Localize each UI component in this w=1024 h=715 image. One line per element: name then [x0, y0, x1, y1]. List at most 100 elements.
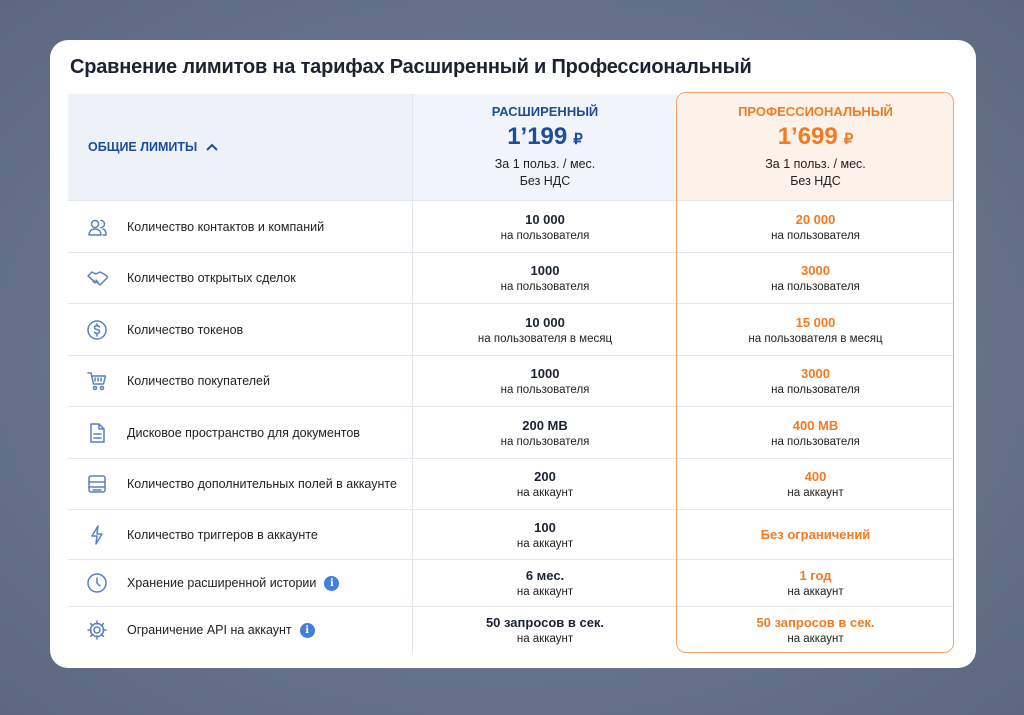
- row-label: Хранение расширенной истории: [127, 576, 317, 590]
- plan-note: Без НДС: [790, 174, 841, 188]
- value-cell: 50 запросов в сек. на аккаунт: [412, 607, 677, 653]
- table-row: Количество триггеров в аккаунте 100 на акк…: [68, 509, 954, 559]
- value-main: 100: [534, 519, 556, 535]
- value-cell: 1000 на пользователя: [412, 253, 677, 303]
- value-sub: на пользователя: [771, 281, 860, 293]
- title: Сравнение лимитов на тарифах Расширенный…: [70, 56, 752, 78]
- value-sub: на пользователя: [500, 435, 590, 448]
- chevron: [206, 143, 218, 151]
- row-label: Количество контактов и компаний: [127, 219, 325, 234]
- value-sub: на аккаунт: [787, 487, 844, 499]
- row-label-cell: Количество дополнительных полей в аккаун…: [68, 459, 412, 509]
- row-icon: [87, 372, 107, 391]
- plan-note: Без НДС: [519, 174, 571, 188]
- plan-price: 1’199 ₽: [507, 123, 583, 151]
- row-label: Количество токенов: [127, 322, 244, 337]
- value-sub: на пользователя: [500, 229, 590, 242]
- value-main: 6 мес.: [525, 568, 565, 583]
- row-label-cell: Дисковое пространство для документов: [68, 407, 412, 458]
- table-row: Ограничение API на аккаунт i 50 запросов в…: [68, 606, 954, 653]
- value-cell: 1 год на аккаунт: [677, 560, 954, 606]
- row-icon: [87, 271, 108, 286]
- table-row: Хранение расширенной истории i 6 мес. на ак…: [68, 559, 954, 606]
- value-main: Без ограничений: [760, 527, 871, 542]
- value-main: 200 MB: [522, 417, 568, 433]
- row-label: Количество открытых сделок: [127, 271, 296, 285]
- value-main: 3000: [801, 263, 830, 278]
- row-icon: [88, 475, 106, 493]
- value-cell: 15 000 на пользователя в месяц: [677, 304, 954, 355]
- value-sub: на аккаунт: [787, 633, 844, 645]
- plan-price: 1’699 ₽: [778, 123, 854, 151]
- value-main: 1000: [530, 366, 560, 381]
- row-icon: [90, 422, 105, 443]
- table: ОБЩИЕ ЛИМИТЫ РАСШИРЕННЫЙ 1’199 ₽ За 1 пол…: [68, 94, 954, 653]
- price: 1’199: [507, 123, 568, 150]
- row-label-cell: Количество токенов: [68, 304, 412, 355]
- value-main: 200: [534, 469, 556, 484]
- value-sub: на аккаунт: [516, 633, 574, 645]
- row-label-cell: Ограничение API на аккаунт i: [68, 607, 412, 653]
- value-sub: на пользователя в месяц: [477, 332, 613, 345]
- currency: ₽: [843, 131, 854, 148]
- row-icon: [87, 573, 107, 593]
- table-row: Количество контактов и компаний 10 000 на …: [68, 200, 954, 252]
- section-title: ОБЩИЕ ЛИМИТЫ: [88, 140, 198, 154]
- value-main: 50 запросов в сек.: [485, 615, 605, 630]
- row-label: Количество дополнительных полей в аккаун…: [127, 477, 397, 491]
- value-cell: 3000 на пользователя: [677, 356, 954, 406]
- plan-note: За 1 польз. / мес.: [765, 157, 866, 171]
- header-row: ОБЩИЕ ЛИМИТЫ РАСШИРЕННЫЙ 1’199 ₽ За 1 пол…: [68, 94, 954, 200]
- value-sub: на аккаунт: [787, 586, 844, 598]
- value-main: 400 MB: [792, 417, 839, 433]
- row-label: Ограничение API на аккаунт: [127, 623, 292, 637]
- row-icon: [88, 219, 107, 236]
- value-sub: на пользователя в месяц: [748, 332, 883, 345]
- row-label: Количество покупателей: [127, 374, 270, 388]
- row-label-cell: Хранение расширенной истории i: [68, 560, 412, 606]
- value-cell: 200 на аккаунт: [412, 459, 677, 509]
- row-label-cell: Количество покупателей: [68, 356, 412, 406]
- value-main: 10 000: [525, 314, 565, 330]
- table-row: Количество токенов 10 000 на пользователя …: [68, 303, 954, 355]
- value-cell: 50 запросов в сек. на аккаунт: [677, 607, 954, 653]
- value-main: 50 запросов в сек.: [756, 615, 875, 630]
- plan-header: ПРОФЕССИОНАЛЬНЫЙ 1’699 ₽ За 1 польз. / ме…: [677, 94, 954, 200]
- value-sub: на пользователя: [771, 435, 860, 448]
- value-sub: на пользователя: [500, 384, 590, 396]
- table-row: Количество открытых сделок 1000 на пользов…: [68, 252, 954, 303]
- info-icon[interactable]: i: [324, 575, 340, 591]
- price: 1’699: [777, 123, 838, 150]
- section-toggle[interactable]: ОБЩИЕ ЛИМИТЫ: [68, 94, 412, 200]
- value-main: 20 000: [795, 211, 836, 227]
- value-sub: на пользователя: [771, 384, 860, 396]
- plan-name: ПРОФЕССИОНАЛЬНЫЙ: [738, 104, 893, 119]
- currency: ₽: [573, 131, 583, 148]
- value-cell: 400 на аккаунт: [677, 459, 954, 509]
- value-main: 3000: [801, 366, 830, 381]
- value-cell: 10 000 на пользователя: [412, 201, 677, 252]
- value-sub: на аккаунт: [516, 537, 574, 550]
- value-sub: на пользователя: [500, 281, 590, 293]
- value-cell: 3000 на пользователя: [677, 253, 954, 303]
- plan-header: РАСШИРЕННЫЙ 1’199 ₽ За 1 польз. / мес. Бе…: [412, 94, 677, 200]
- value-main: 15 000: [795, 314, 836, 330]
- value-cell: 400 MB на пользователя: [677, 407, 954, 458]
- value-sub: на аккаунт: [516, 586, 574, 598]
- plan-note: За 1 польз. / мес.: [494, 157, 596, 171]
- value-main: 1000: [530, 263, 560, 278]
- row-label-cell: Количество триггеров в аккаунте: [68, 510, 412, 559]
- value-sub: на пользователя: [771, 229, 860, 242]
- value-cell: 100 на аккаунт: [412, 510, 677, 559]
- row-label: Количество триггеров в аккаунте: [127, 527, 318, 542]
- info-icon[interactable]: i: [299, 622, 315, 638]
- row-label-cell: Количество контактов и компаний: [68, 201, 412, 252]
- plan-name: РАСШИРЕННЫЙ: [491, 104, 599, 119]
- row-icon: [87, 620, 107, 640]
- value-cell: 20 000 на пользователя: [677, 201, 954, 252]
- value-cell: Без ограничений: [677, 510, 954, 559]
- row-icon: [91, 524, 103, 545]
- table-row: Дисковое пространство для документов 200 …: [68, 406, 954, 458]
- value-main: 10 000: [525, 211, 565, 227]
